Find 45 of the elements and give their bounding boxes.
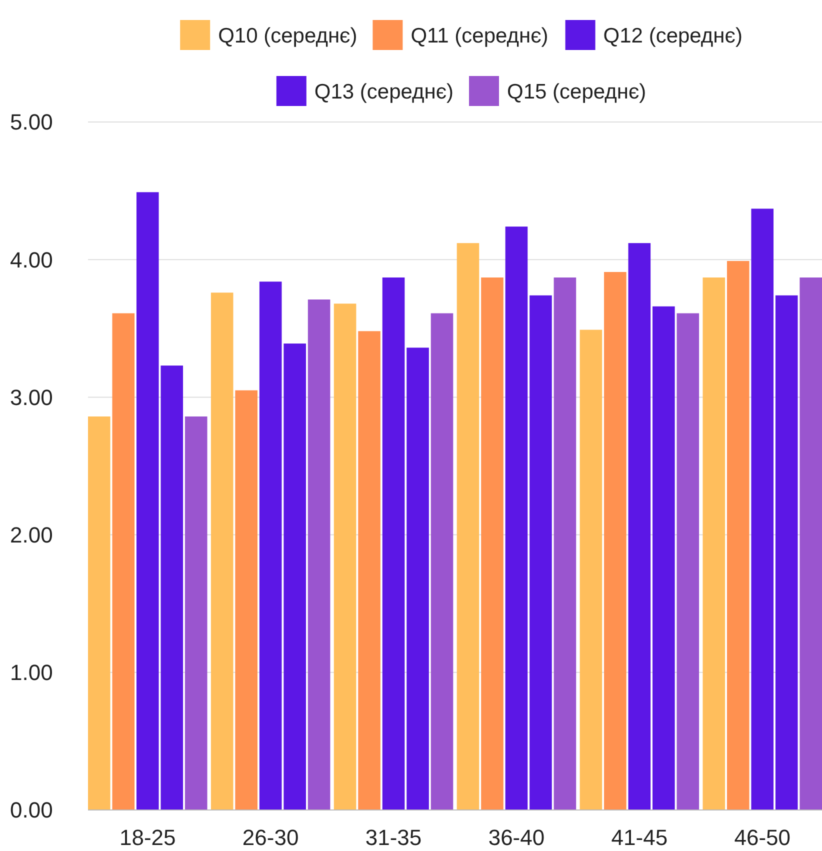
bar [580, 330, 602, 810]
legend-label: Q10 (середнє) [218, 24, 358, 48]
bar [184, 416, 208, 810]
bar [382, 277, 405, 810]
bar [676, 313, 700, 810]
bar [652, 306, 675, 810]
y-tick-label: 5.00 [10, 110, 53, 135]
x-tick-label: 31-35 [365, 825, 422, 850]
bar [259, 282, 282, 810]
bar [554, 277, 576, 810]
bar [88, 416, 110, 810]
bar [481, 277, 504, 810]
bar [505, 226, 528, 810]
legend-label: Q11 (середнє) [410, 24, 548, 48]
bar [334, 304, 356, 810]
bar [430, 313, 454, 810]
y-tick-label: 1.00 [10, 660, 53, 686]
y-tick-label: 3.00 [10, 384, 53, 410]
bar [604, 272, 626, 810]
bar [726, 260, 750, 810]
bar [406, 348, 429, 810]
x-tick-label: 46-50 [734, 825, 791, 850]
bar [235, 390, 258, 810]
bar [775, 295, 798, 810]
bar [800, 277, 822, 810]
bar [210, 292, 234, 810]
bar [530, 295, 552, 810]
y-tick-label: 0.00 [10, 798, 53, 823]
bar [702, 277, 726, 810]
bar [358, 331, 380, 810]
bar [308, 300, 330, 810]
x-tick-label: 18-25 [119, 825, 176, 850]
bar [112, 313, 135, 810]
y-tick-label: 4.00 [10, 247, 53, 272]
y-tick-label: 2.00 [10, 522, 53, 548]
bar [456, 243, 480, 810]
bar [284, 344, 306, 810]
legend-label: Q15 (середнє) [507, 80, 646, 104]
legend-label: Q13 (середнє) [314, 80, 454, 104]
bar [628, 243, 651, 810]
x-tick-label: 36-40 [488, 825, 545, 850]
x-tick-label: 41-45 [611, 825, 668, 850]
x-tick-label: 26-30 [242, 825, 299, 850]
bar [751, 208, 774, 810]
legend-label: Q12 (середнє) [603, 24, 742, 48]
